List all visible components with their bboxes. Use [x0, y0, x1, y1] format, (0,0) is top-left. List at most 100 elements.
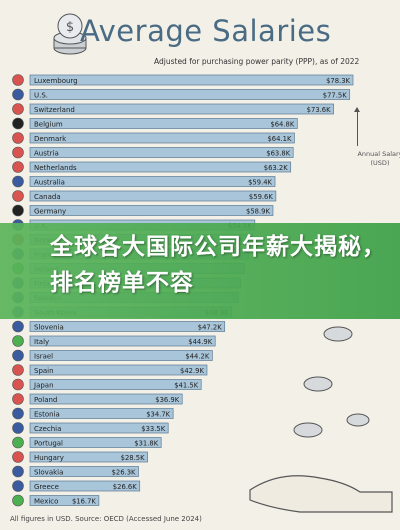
arrow-up-icon [354, 107, 360, 146]
subtitle: Adjusted for purchasing power parity (PP… [154, 57, 360, 66]
category-label: Estonia [34, 411, 60, 419]
category-label: Australia [34, 179, 65, 187]
category-label: Switzerland [34, 106, 75, 114]
flag-icon [12, 364, 24, 376]
value-label: $64.1K [267, 135, 291, 143]
bar [29, 321, 226, 332]
value-label: $26.3K [112, 469, 136, 477]
coins-icon [293, 326, 370, 438]
bar [29, 350, 213, 361]
bar [29, 393, 183, 405]
value-label: $59.6K [249, 193, 273, 201]
bar [29, 74, 354, 86]
category-label: Spain [34, 367, 54, 375]
bar [29, 132, 295, 144]
bar [29, 118, 298, 129]
flag-icon [12, 480, 24, 492]
value-label: $41.5K [174, 382, 198, 390]
overlay-banner [0, 223, 400, 319]
hand-icon [249, 475, 393, 513]
bar [29, 89, 351, 100]
category-label: Greece [34, 483, 59, 491]
flag-icon [12, 204, 24, 217]
flag-icon [12, 494, 24, 507]
category-label: Japan [33, 382, 54, 390]
category-label: Italy [34, 338, 49, 346]
bar [29, 161, 292, 173]
flag-icon [12, 190, 24, 202]
category-label: U.S. [34, 92, 48, 100]
category-label: Germany [34, 208, 66, 216]
category-label: Hungary [34, 454, 64, 462]
flag-icon [12, 117, 24, 130]
flag-icon [12, 436, 24, 449]
category-label: Belgium [34, 121, 63, 129]
category-label: Poland [34, 396, 57, 404]
flag-icon [12, 451, 24, 463]
flag-icon [12, 175, 24, 188]
flag-icon [12, 146, 24, 159]
category-label: Czechia [34, 425, 61, 433]
category-label: Slovakia [34, 469, 63, 477]
flag-icon [12, 349, 24, 362]
bar [29, 147, 294, 158]
bar [29, 437, 162, 448]
category-label: Slovenia [34, 324, 64, 332]
flag-icon [12, 407, 24, 420]
flag-icon [12, 74, 24, 86]
category-label: Netherlands [34, 164, 77, 172]
page-title: Average Salaries [80, 14, 332, 48]
value-label: $77.5K [323, 92, 347, 100]
flag-icon [12, 378, 24, 391]
svg-text:$: $ [66, 20, 74, 35]
bar [29, 422, 169, 434]
bar [29, 190, 277, 202]
value-label: $63.8K [266, 150, 290, 158]
value-label: $36.9K [155, 396, 179, 404]
value-label: $31.8K [134, 440, 158, 448]
bar [29, 379, 202, 390]
bar [29, 451, 148, 463]
bar [29, 408, 174, 419]
value-label: $73.6K [307, 106, 331, 114]
bar [29, 466, 139, 477]
value-label: $63.2K [264, 164, 288, 172]
category-label: Denmark [34, 135, 67, 143]
category-label: Portugal [34, 440, 63, 448]
bar [29, 335, 216, 347]
overlay-banner-text: 全球各大国际公司年薪大揭秘，排名榜单不容 [50, 234, 386, 296]
bar [29, 103, 334, 115]
footer-source: All figures in USD. Source: OECD (Access… [10, 515, 202, 523]
value-label: $28.5K [121, 454, 145, 462]
value-label: $64.8K [270, 121, 294, 129]
flag-icon [12, 132, 24, 144]
bar [29, 495, 100, 506]
value-label: $47.2K [198, 324, 222, 332]
flag-icon [12, 465, 24, 478]
value-label: $26.6K [113, 483, 137, 491]
flag-icon [12, 393, 24, 405]
value-label: $16.7K [72, 498, 96, 506]
bar [29, 364, 208, 376]
flag-icon [12, 422, 24, 434]
legend-note: Annual Salary (USD) [357, 150, 400, 167]
bar [29, 176, 276, 187]
coin-stack-icon: $ [53, 13, 87, 55]
value-label: $33.5K [141, 425, 165, 433]
value-label: $34.7K [146, 411, 170, 419]
category-label: Austria [34, 150, 59, 158]
category-label: Luxembourg [34, 77, 78, 85]
flag-icon [12, 161, 24, 173]
flag-icon [12, 335, 24, 347]
value-label: $78.3K [326, 77, 350, 85]
bar [29, 480, 141, 492]
value-label: $59.4K [248, 179, 272, 187]
flag-icon [12, 320, 24, 333]
category-label: Canada [34, 193, 61, 201]
value-label: $44.9K [188, 338, 212, 346]
flag-icon [12, 103, 24, 115]
category-label: Israel [34, 353, 53, 361]
value-label: $44.2K [185, 353, 209, 361]
bar [29, 205, 274, 216]
